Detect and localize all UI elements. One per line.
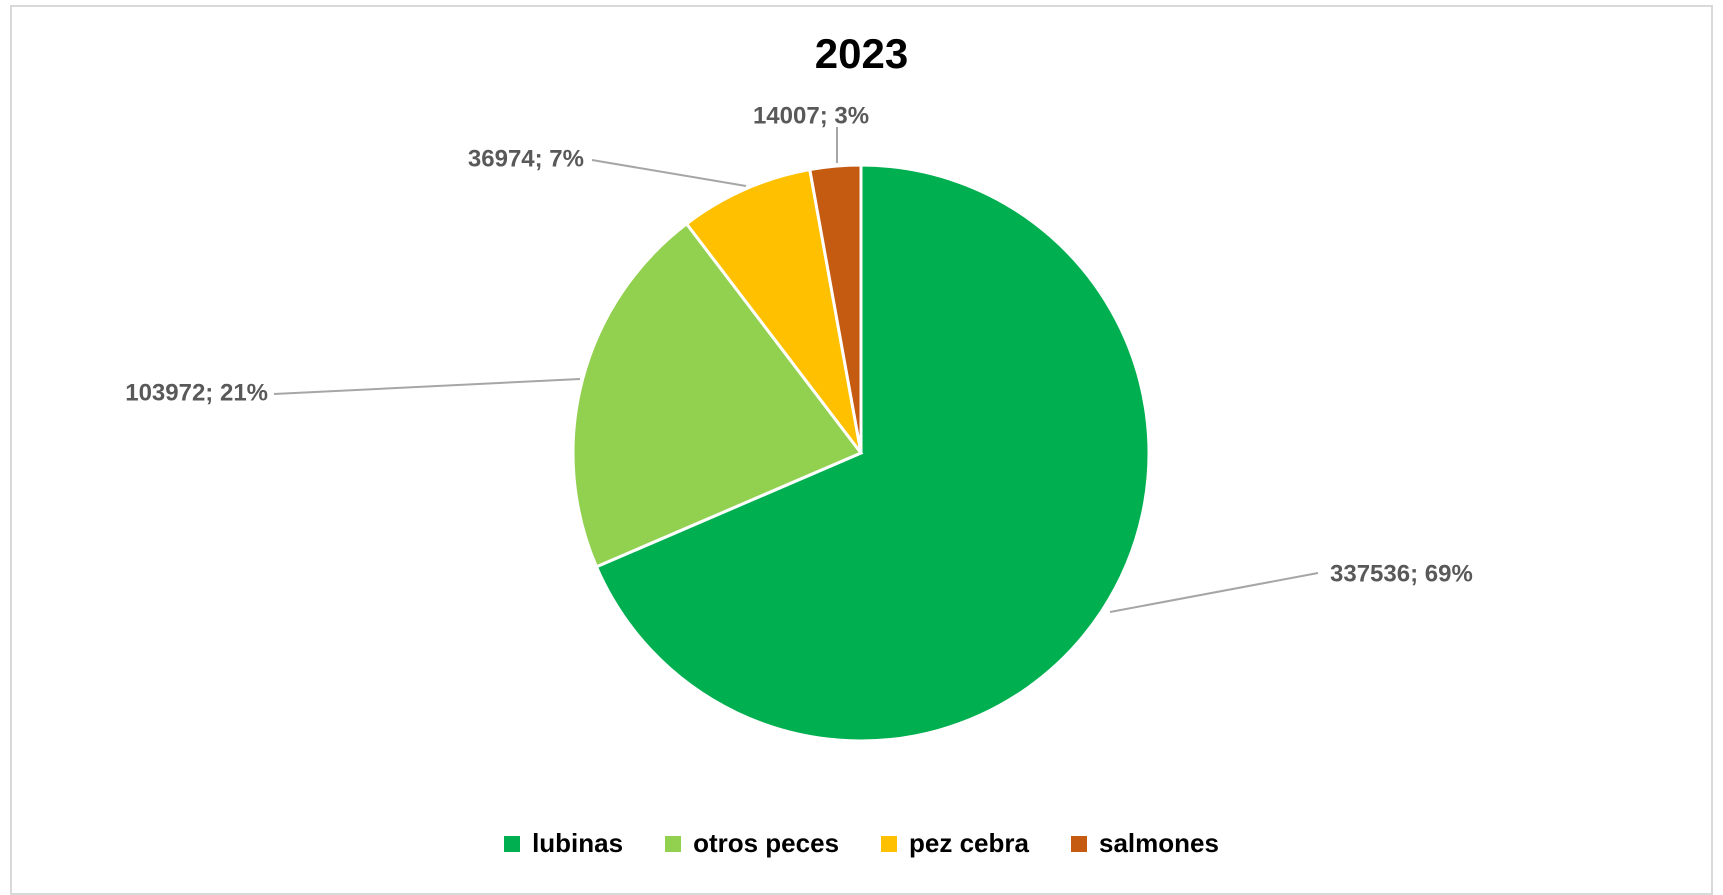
pie-slice-lubinas xyxy=(594,163,1151,743)
leader-line xyxy=(1109,572,1319,613)
leader-line xyxy=(591,159,747,187)
legend-item: salmones xyxy=(1070,828,1219,859)
legend-swatch-otros-peces xyxy=(665,835,682,852)
legend-item: lubinas xyxy=(504,828,623,859)
chart-title: 2023 xyxy=(814,30,909,77)
leader-line xyxy=(273,378,581,395)
legend-swatch-lubinas xyxy=(504,835,521,852)
chart-legend: lubinas otros peces pez cebra salmones xyxy=(0,828,1723,859)
data-label: 103972; 21% xyxy=(125,379,268,406)
pie-slice-salmones xyxy=(808,163,863,454)
legend-item: pez cebra xyxy=(881,828,1029,859)
data-label: 337536; 69% xyxy=(1330,560,1473,587)
legend-label: lubinas xyxy=(532,828,624,858)
legend-label: otros peces xyxy=(693,828,840,858)
legend-label: pez cebra xyxy=(909,828,1029,858)
legend-label: salmones xyxy=(1098,828,1219,858)
legend-item: otros peces xyxy=(665,828,839,859)
data-label: 14007; 3% xyxy=(753,102,869,129)
pie-slice-pez-cebra xyxy=(684,167,863,454)
data-label: 36974; 7% xyxy=(468,145,584,172)
legend-swatch-pez-cebra xyxy=(881,835,898,852)
pie-slice-otros-peces xyxy=(571,221,864,569)
legend-swatch-salmones xyxy=(1070,835,1087,852)
